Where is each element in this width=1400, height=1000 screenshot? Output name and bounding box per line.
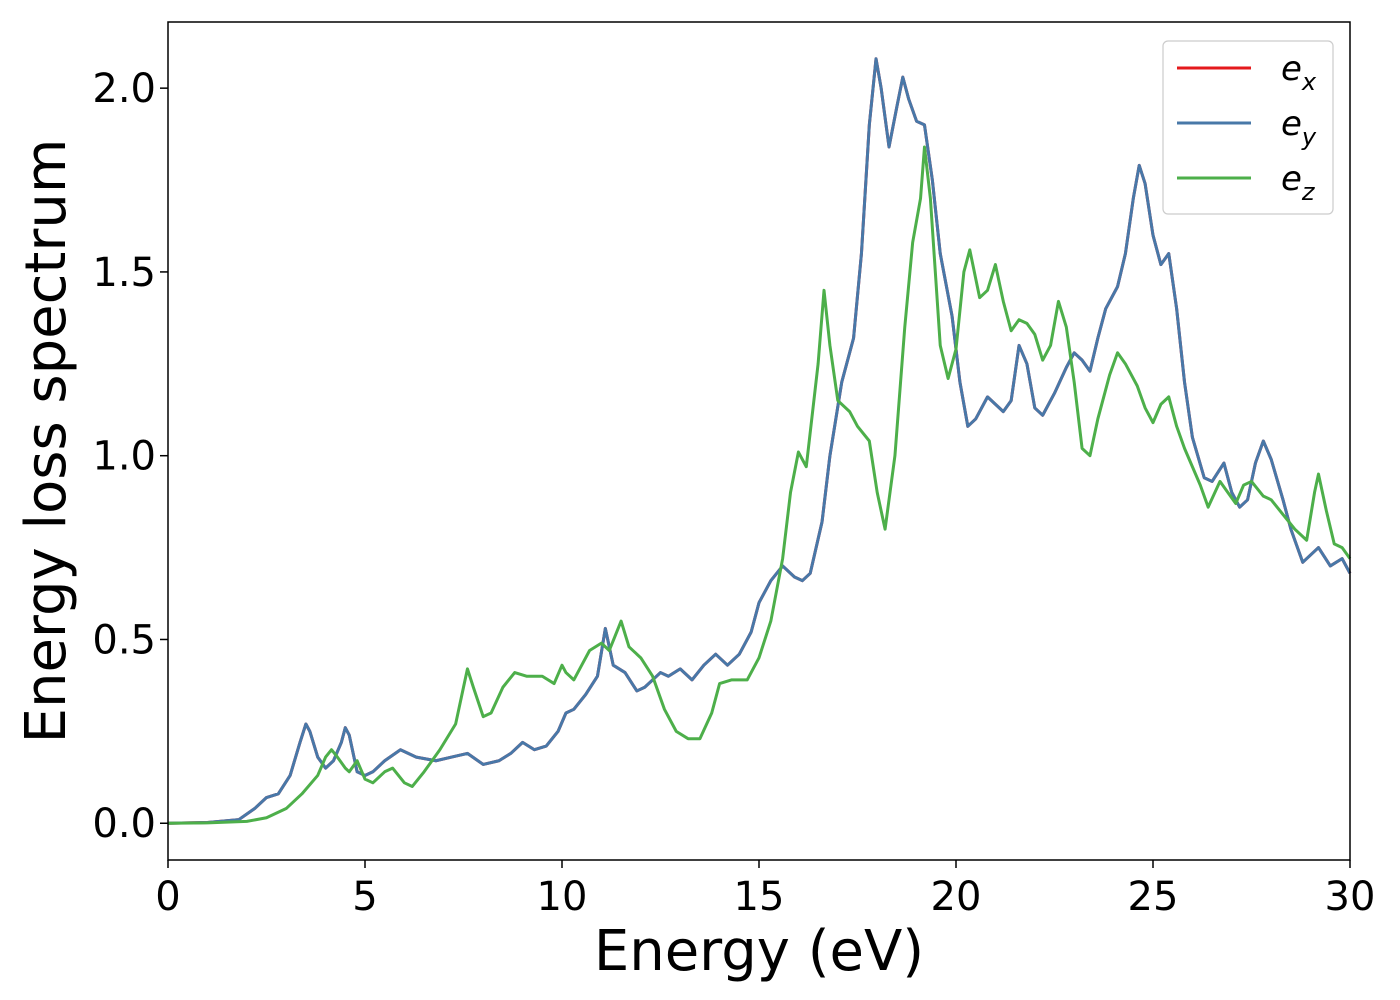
series-layer [167, 57, 1352, 825]
x-tick-label: 25 [1128, 874, 1179, 920]
plot-area [168, 22, 1350, 860]
x-tick-label: 10 [537, 874, 588, 920]
y-axis: 0.0 0.5 1.0 1.5 2.0 [92, 66, 168, 847]
y-tick-label: 0.5 [92, 617, 156, 663]
legend-box [1162, 40, 1334, 215]
y-tick-label: 0.0 [92, 801, 156, 847]
series-line-e-y [167, 57, 1352, 825]
x-axis: 0 5 10 15 20 25 30 [155, 860, 1375, 920]
legend-label-y: ey [1281, 104, 1317, 151]
x-axis-label: Energy (eV) [594, 919, 924, 984]
legend: ex ey ez [1162, 40, 1334, 215]
series-line-e-z [167, 145, 1352, 825]
y-tick-label: 1.5 [92, 250, 156, 296]
y-tick-label: 2.0 [92, 66, 156, 112]
x-tick-label: 15 [734, 874, 785, 920]
x-tick-label: 0 [155, 874, 180, 920]
x-tick-label: 30 [1325, 874, 1376, 920]
x-tick-label: 5 [352, 874, 377, 920]
x-tick-label: 20 [931, 874, 982, 920]
y-axis-label: Energy loss spectrum [14, 139, 79, 744]
y-tick-label: 1.0 [92, 434, 156, 480]
legend-label-x: ex [1281, 49, 1317, 96]
legend-label-z: ez [1281, 159, 1316, 206]
